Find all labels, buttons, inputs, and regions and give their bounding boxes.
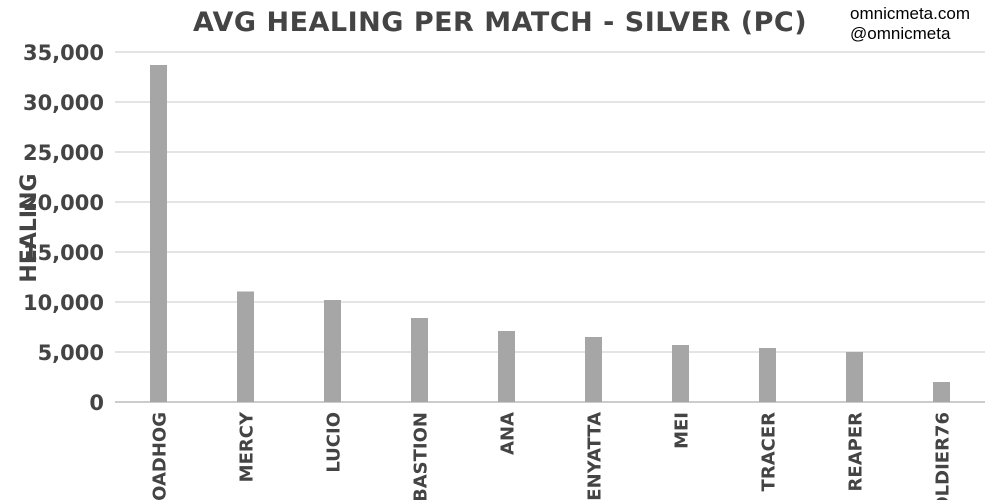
bar-lucio xyxy=(324,300,341,402)
category-labels: ROADHOG MERCY LUCIO BASTION ANA ZENYATTA MEI TR… xyxy=(150,411,954,500)
category-label-roadhog: ROADHOG xyxy=(150,412,171,500)
bars xyxy=(150,65,950,402)
category-label-lucio: LUCIO xyxy=(324,412,345,473)
chart-title: AVG HEALING PER MATCH - SILVER (PC) xyxy=(193,7,807,38)
bar-tracer xyxy=(759,348,776,402)
category-label-zenyatta: ZENYATTA xyxy=(585,412,606,500)
y-tick-label: 0 xyxy=(89,391,104,415)
y-tick-labels: 0 5,000 10,000 15,000 20,000 25,000 30,000 35,0… xyxy=(23,41,104,415)
bar-reaper xyxy=(846,352,863,402)
bar-ana xyxy=(498,331,515,402)
y-tick-label: 15,000 xyxy=(23,241,104,265)
y-tick-label: 10,000 xyxy=(23,291,104,315)
category-label-soldier76: SOLDIER76 xyxy=(933,412,954,500)
y-tick-label: 25,000 xyxy=(23,141,104,165)
y-tick-label: 35,000 xyxy=(23,41,104,65)
bar-zenyatta xyxy=(585,337,602,402)
y-tick-label: 30,000 xyxy=(23,91,104,115)
category-label-mei: MEI xyxy=(672,412,693,449)
bar-soldier76 xyxy=(933,382,950,402)
category-label-bastion: BASTION xyxy=(411,412,432,500)
watermark-handle: @omnicmeta xyxy=(850,24,951,43)
grid-lines xyxy=(115,51,985,403)
watermark: omnicmeta.com @omnicmeta xyxy=(850,4,970,44)
category-label-tracer: TRACER xyxy=(759,412,780,492)
bar-mei xyxy=(672,345,689,402)
category-label-reaper: REAPER xyxy=(846,412,867,492)
y-axis-label: HEALING xyxy=(17,173,42,282)
y-tick-label: 20,000 xyxy=(23,191,104,215)
category-label-ana: ANA xyxy=(498,412,519,455)
bar-roadhog xyxy=(150,65,167,402)
category-label-mercy: MERCY xyxy=(237,411,258,482)
bar-bastion xyxy=(411,318,428,402)
watermark-site: omnicmeta.com xyxy=(850,4,970,23)
y-tick-label: 5,000 xyxy=(38,341,104,365)
bar-mercy xyxy=(237,291,254,402)
